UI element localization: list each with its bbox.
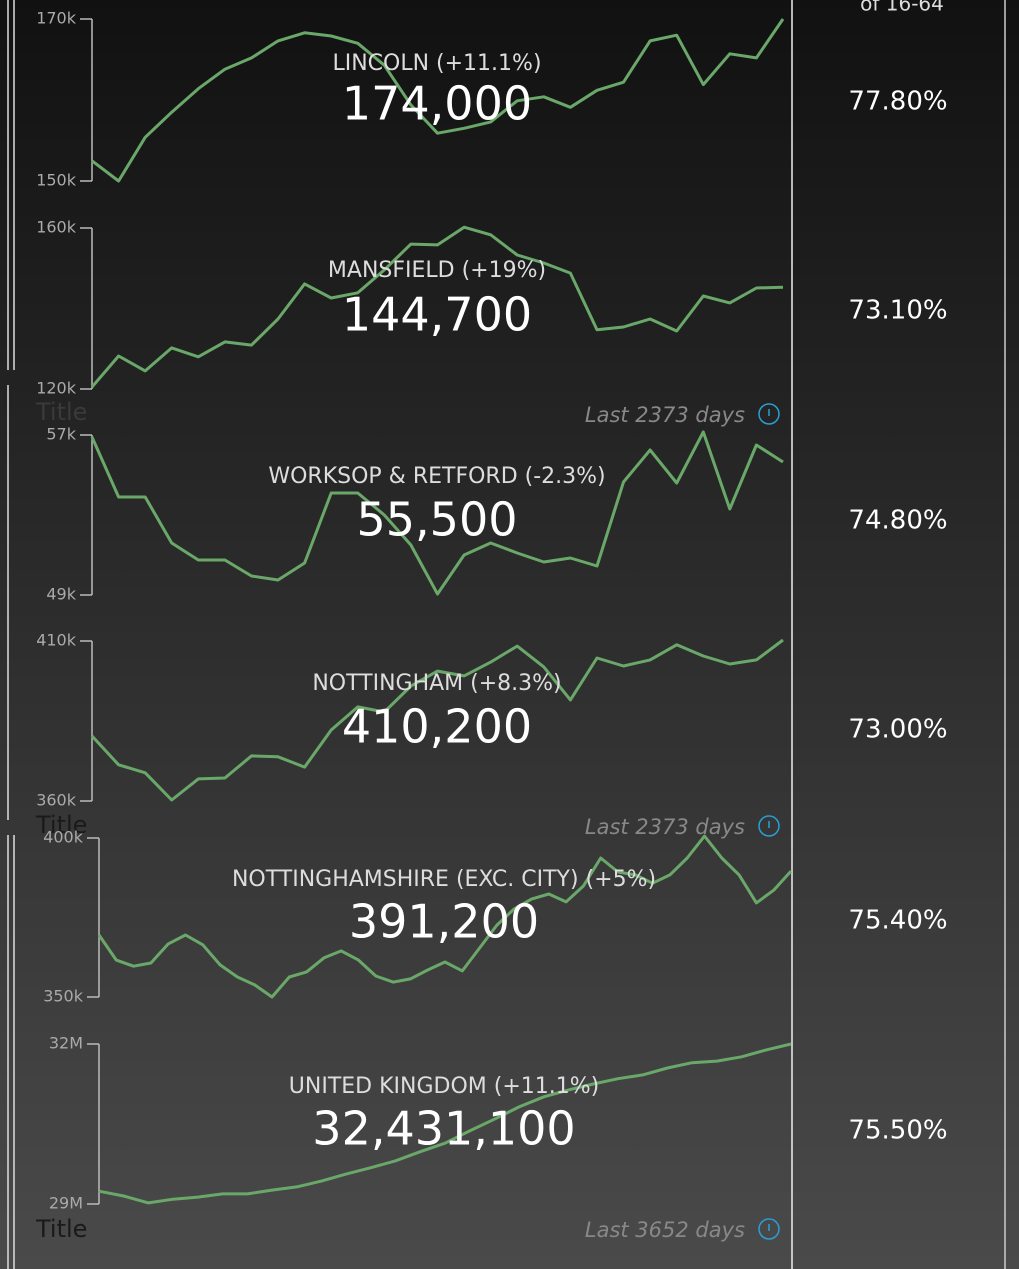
rate: 73.10% (848, 296, 947, 326)
y-tick-label: 410k (36, 631, 77, 650)
rate: 73.00% (848, 715, 947, 745)
info-icon (758, 1218, 780, 1240)
chart-title: NOTTINGHAM (+8.3%) (312, 671, 561, 696)
note: Last 2373 days (585, 403, 745, 427)
line-series (97, 834, 793, 999)
chart-title: LINCOLN (+11.1%) (332, 51, 541, 76)
chart-title: WORKSOP & RETFORD (-2.3%) (268, 464, 605, 489)
line-series (90, 638, 784, 802)
line-series (98, 1042, 792, 1205)
big-value: 144,700 (342, 288, 532, 342)
big-value: 55,500 (357, 493, 518, 547)
rate: 77.80% (848, 87, 947, 117)
line-series (91, 18, 785, 183)
rate: 75.40% (848, 906, 947, 936)
y-tick-label: 32M (49, 1034, 83, 1053)
chart-title: NOTTINGHAMSHIRE (EXC. CITY) (+5%) (232, 867, 656, 892)
y-tick-label: 150k (36, 171, 77, 190)
y-tick-label: 57k (46, 425, 76, 444)
rate: 74.80% (848, 506, 947, 536)
big-value: 174,000 (342, 77, 532, 131)
big-value: 32,431,100 (312, 1102, 575, 1156)
y-tick-label: 29M (49, 1194, 83, 1213)
note: Last 3652 days (585, 1218, 745, 1242)
y-tick-label: 360k (36, 791, 77, 810)
caption: Title (35, 398, 87, 426)
info-icon (758, 815, 780, 837)
y-tick-label: 160k (36, 218, 77, 237)
line-series (90, 430, 784, 596)
y-tick-label: 400k (43, 828, 84, 847)
y-tick-label: 120k (36, 379, 77, 398)
info-icon (758, 403, 780, 425)
line-series (90, 225, 784, 388)
y-tick-label: 350k (43, 987, 84, 1006)
note: Last 2373 days (585, 815, 745, 839)
rate: 75.50% (848, 1116, 947, 1146)
big-value: 410,200 (342, 700, 532, 754)
caption: Title (35, 1215, 87, 1243)
y-tick-label: 170k (36, 9, 77, 28)
chart-title: UNITED KINGDOM (+11.1%) (289, 1074, 599, 1099)
big-value: 391,200 (349, 895, 539, 949)
chart-title: MANSFIELD (+19%) (328, 258, 546, 283)
caption: Title (35, 811, 87, 839)
y-tick-label: 49k (46, 585, 76, 604)
header: of 16-64 (860, 0, 944, 16)
